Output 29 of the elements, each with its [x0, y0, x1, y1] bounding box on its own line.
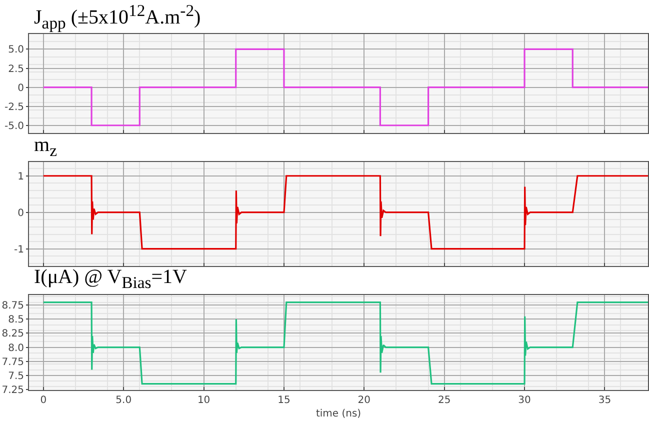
x-tick-label: 10: [197, 395, 210, 406]
y-tick-label: 8.0: [8, 342, 24, 354]
y-tick-label: -5.0: [4, 120, 24, 132]
x-tick-label: 30: [518, 395, 531, 406]
y-tick-label: -1: [14, 244, 24, 256]
y-tick-label: 7.75: [2, 356, 24, 368]
x-tick-label: 15: [278, 395, 290, 406]
y-tick-label: 2.5: [8, 64, 24, 75]
y-tick-label: 0: [18, 208, 24, 219]
chart-title: m$_{z}$: [34, 134, 57, 162]
x-axis-title: time (ns): [316, 408, 362, 420]
x-tick-label: 20: [358, 395, 371, 406]
y-tick-label: 7.5: [8, 370, 24, 382]
y-tick-label: 5.0: [8, 44, 24, 56]
line-series: [42, 302, 648, 385]
x-tick-label: 25: [438, 395, 451, 406]
y-tick-label: 7.25: [2, 384, 24, 396]
y-tick-label: 8.75: [2, 300, 24, 312]
y-tick-label: -2.5: [4, 102, 24, 113]
chart-title: J$_{app}$ (±5x10$^{12}$A.m$^{-2}$): [34, 0, 201, 35]
chart-title: I(μA) @ V$_{Bias}$=1V: [34, 266, 188, 294]
y-tick-label: 0: [18, 82, 24, 94]
x-tick-label: 0: [40, 395, 47, 406]
y-tick-label: 8.25: [2, 328, 24, 340]
y-tick-label: 8.5: [8, 314, 24, 326]
x-tick-label: 5.0: [116, 395, 132, 406]
y-tick-label: 1: [18, 171, 24, 182]
x-tick-label: 35: [598, 395, 612, 406]
line-series: [42, 175, 648, 250]
